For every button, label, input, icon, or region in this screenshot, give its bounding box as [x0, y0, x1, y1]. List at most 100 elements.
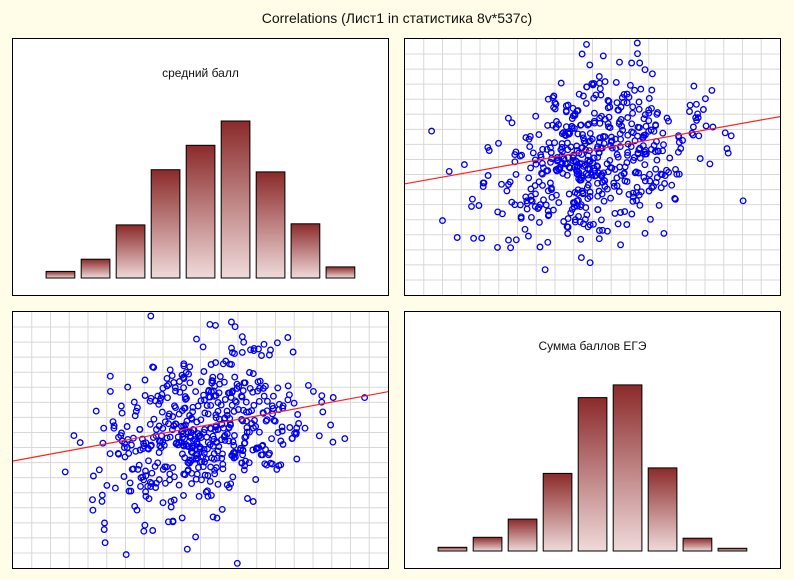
scatter-point — [155, 449, 163, 456]
scatter-point — [650, 182, 657, 190]
scatter-point — [634, 50, 641, 58]
scatter-point — [518, 151, 526, 159]
scatter-panel-top-right — [404, 38, 781, 296]
scatter-point — [148, 469, 156, 477]
scatter-point — [616, 130, 624, 138]
scatter-point — [214, 399, 222, 406]
scatter-point — [521, 225, 529, 233]
scatter-point — [544, 187, 552, 195]
scatter-point — [512, 236, 520, 244]
scatter-point — [541, 266, 549, 274]
scatter-point — [525, 135, 533, 143]
scatter-point — [166, 433, 174, 441]
scatter-point — [171, 384, 179, 391]
scatter-point — [621, 177, 629, 185]
scatter-point — [295, 420, 303, 427]
scatter-point — [218, 505, 226, 513]
scatter-point — [671, 195, 679, 203]
scatter-point — [626, 81, 634, 89]
scatter-point — [136, 446, 144, 454]
scatter-point — [484, 172, 492, 179]
scatter-point — [663, 114, 671, 122]
scatter-point — [495, 139, 502, 147]
scatter-point — [187, 429, 195, 436]
scatter-point — [242, 433, 250, 441]
scatter-point — [439, 217, 446, 225]
scatter-point — [659, 147, 667, 155]
scatter-point — [189, 408, 197, 416]
scatter-point — [607, 142, 615, 149]
scatter-point — [595, 73, 603, 80]
scatter-point — [117, 402, 125, 410]
scatter-point — [103, 481, 111, 489]
scatter-point — [657, 184, 665, 192]
scatter-point — [286, 424, 294, 431]
scatter-point — [538, 170, 546, 178]
scatter-point — [193, 335, 200, 343]
scatter-point — [165, 381, 173, 388]
scatter-point — [631, 137, 639, 145]
scatter-point — [110, 422, 118, 430]
scatter-point — [278, 427, 286, 435]
histogram-bar — [185, 144, 216, 279]
scatter-point — [176, 378, 183, 385]
scatter-point — [228, 360, 235, 368]
scatter-point — [146, 397, 154, 405]
scatter-point — [641, 229, 649, 237]
scatter-point — [583, 184, 591, 192]
scatter-point — [629, 109, 637, 117]
scatter-point — [233, 380, 241, 388]
scatter-point — [131, 502, 139, 510]
scatter-point — [172, 387, 179, 395]
scatter-point — [115, 450, 123, 458]
scatter-point — [583, 211, 591, 219]
scatter-point — [558, 143, 566, 151]
scatter-point — [559, 159, 566, 167]
scatter-point — [140, 476, 148, 484]
scatter-point — [659, 129, 667, 137]
scatter-point — [596, 79, 604, 87]
scatter-point — [192, 533, 200, 541]
scatter-point — [284, 382, 292, 390]
scatter-point — [145, 457, 152, 465]
scatter-point — [525, 174, 533, 182]
scatter-point — [585, 158, 593, 166]
scatter-point — [460, 161, 468, 169]
scatter-point — [709, 123, 717, 131]
scatter-point — [255, 397, 263, 405]
scatter-point — [658, 171, 666, 179]
scatter-point — [686, 101, 694, 109]
scatter-point — [293, 455, 301, 463]
scatter-point — [329, 438, 337, 446]
scatter-point — [616, 163, 624, 171]
scatter-point — [503, 187, 511, 195]
histogram-bar — [220, 120, 251, 279]
scatter-point — [640, 173, 648, 181]
scatter-point — [578, 172, 586, 180]
scatter-point — [249, 498, 257, 505]
scatter-point — [163, 374, 171, 382]
scatter-point — [536, 243, 544, 251]
scatter-point — [532, 112, 540, 120]
scatter-point — [470, 234, 478, 242]
scatter-point — [646, 177, 654, 185]
scatter-point — [192, 388, 200, 396]
scatter-point — [155, 400, 163, 408]
scatter-point — [529, 149, 537, 157]
scatter-point — [210, 450, 218, 458]
scatter-point — [255, 428, 263, 436]
scatter-point — [578, 50, 586, 58]
scatter-point — [206, 477, 214, 485]
scatter-point — [597, 216, 605, 224]
scatter-point — [571, 218, 579, 226]
histogram-bar — [80, 258, 111, 279]
scatter-point — [478, 234, 486, 242]
scatter-point — [606, 103, 614, 111]
scatter-point — [588, 135, 596, 143]
scatter-point — [628, 120, 636, 128]
scatter-point — [199, 463, 207, 471]
histogram-bar — [472, 536, 503, 552]
scatter-point — [275, 462, 283, 470]
scatter-point — [169, 518, 177, 526]
scatter-point — [268, 460, 276, 468]
